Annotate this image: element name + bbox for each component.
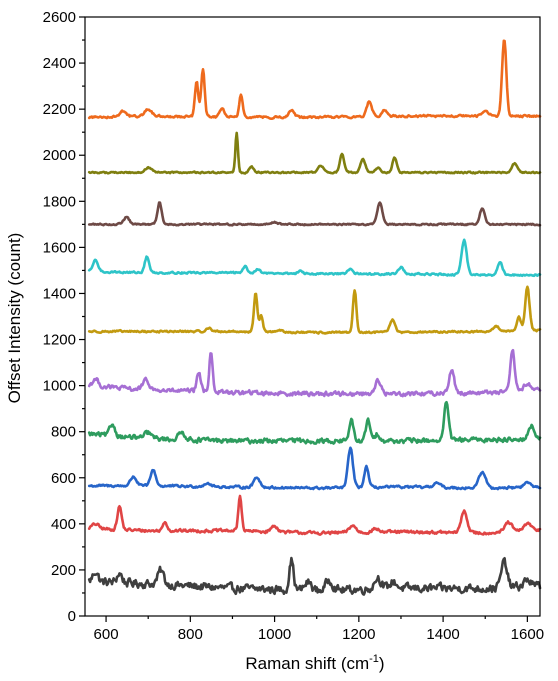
y-tick-label: 0 <box>68 608 76 625</box>
x-tick-label: 1200 <box>342 626 375 643</box>
spectrum-line <box>87 556 542 596</box>
spectrum-line <box>87 238 542 278</box>
spectrum-line <box>87 348 542 398</box>
y-tick-label: 2200 <box>43 101 76 118</box>
x-tick-label: 600 <box>94 626 119 643</box>
spectrum-line <box>87 446 542 491</box>
y-tick-label: 2400 <box>43 55 76 72</box>
spectrum-line <box>87 400 542 445</box>
y-tick-label: 1600 <box>43 239 76 256</box>
y-tick-label: 1400 <box>43 285 76 302</box>
y-tick-label: 800 <box>51 424 76 441</box>
y-tick-label: 600 <box>51 470 76 487</box>
x-axis-title: Raman shift (cm-1) <box>245 653 384 673</box>
y-tick-label: 400 <box>51 516 76 533</box>
y-axis-title: Offset Intensity (count) <box>5 233 24 404</box>
spectrum-line <box>87 39 542 120</box>
x-axis-title-superscript: -1 <box>369 653 379 665</box>
spectra-group <box>87 39 542 596</box>
spectrum-line <box>87 494 542 536</box>
y-tick-label: 1000 <box>43 378 76 395</box>
spectrum-line <box>87 131 542 175</box>
plot-frame <box>84 16 541 617</box>
y-tick-label: 1800 <box>43 193 76 210</box>
spectrum-line <box>87 285 542 335</box>
x-tick-label: 800 <box>178 626 203 643</box>
y-tick-label: 200 <box>51 562 76 579</box>
x-tick-label: 1400 <box>426 626 459 643</box>
axes-group: 600 800 1000 1200 1400 1600 0 200 400 600 800 1000 1… <box>43 9 544 643</box>
x-axis-title-end: ) <box>379 654 385 673</box>
y-tick-label: 1200 <box>43 332 76 349</box>
y-tick-label: 2600 <box>43 9 76 26</box>
x-tick-label: 1600 <box>511 626 544 643</box>
y-tick-label: 2000 <box>43 147 76 164</box>
spectrum-line <box>87 201 542 227</box>
x-tick-label: 1000 <box>258 626 291 643</box>
